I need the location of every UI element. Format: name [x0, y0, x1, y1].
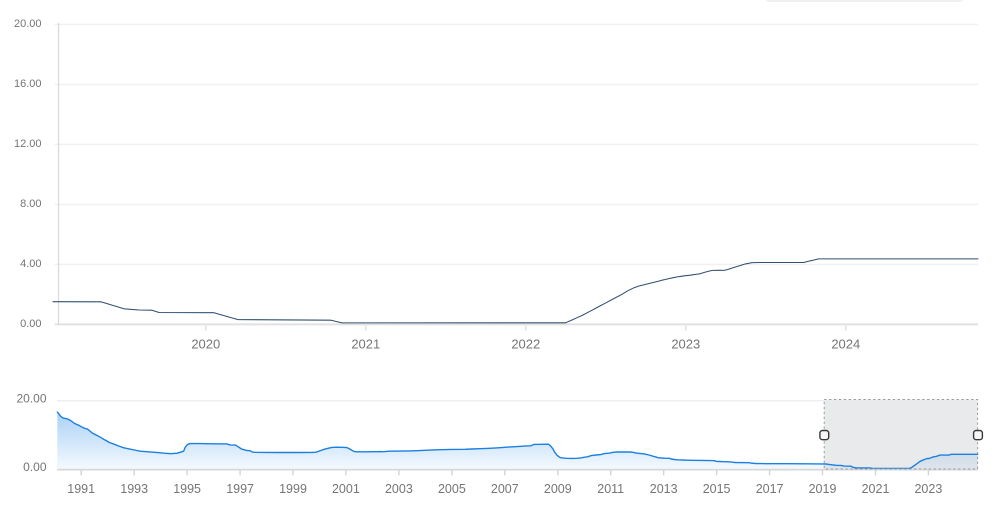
svg-text:2023: 2023	[671, 337, 700, 352]
svg-text:2001: 2001	[332, 482, 360, 496]
svg-text:20.00: 20.00	[14, 18, 42, 30]
svg-text:0.00: 0.00	[23, 460, 47, 474]
svg-text:2019: 2019	[809, 482, 837, 496]
svg-text:2021: 2021	[862, 482, 890, 496]
svg-text:2020: 2020	[191, 337, 220, 352]
svg-text:2009: 2009	[544, 482, 572, 496]
svg-text:1997: 1997	[226, 482, 254, 496]
svg-text:2024: 2024	[831, 337, 860, 352]
svg-text:8.00: 8.00	[20, 198, 41, 210]
svg-text:2005: 2005	[438, 482, 466, 496]
svg-text:2022: 2022	[511, 337, 540, 352]
svg-text:4.00: 4.00	[20, 258, 41, 270]
svg-text:12.00: 12.00	[14, 138, 42, 150]
svg-text:2007: 2007	[491, 482, 519, 496]
svg-text:2013: 2013	[650, 482, 678, 496]
svg-text:2021: 2021	[351, 337, 380, 352]
svg-text:2017: 2017	[756, 482, 784, 496]
svg-text:1999: 1999	[279, 482, 307, 496]
svg-text:1993: 1993	[120, 482, 148, 496]
svg-text:16.00: 16.00	[14, 78, 42, 90]
svg-text:2023: 2023	[914, 482, 942, 496]
svg-text:20.00: 20.00	[16, 391, 46, 405]
svg-text:2003: 2003	[385, 482, 413, 496]
svg-text:2011: 2011	[597, 482, 624, 496]
svg-text:2015: 2015	[703, 482, 731, 496]
svg-text:1995: 1995	[173, 482, 201, 496]
svg-text:1991: 1991	[67, 482, 95, 496]
svg-text:0.00: 0.00	[20, 318, 41, 330]
